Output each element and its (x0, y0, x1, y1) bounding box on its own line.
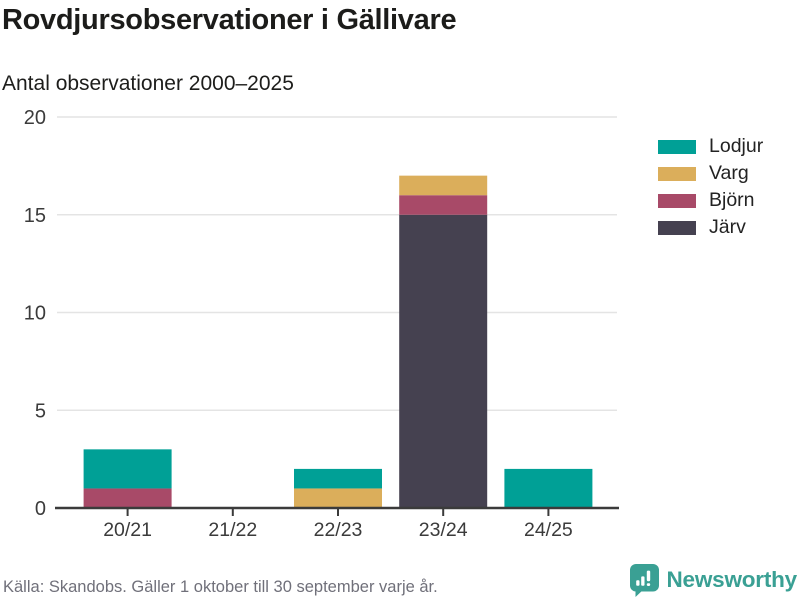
stacked-bar-chart: 20/21 21/22 22/23 23/24 24/25 0 5 10 15 20 (0, 100, 800, 570)
y-tick-label: 15 (24, 205, 46, 227)
bar-segment-björn (399, 195, 488, 215)
newsworthy-icon (630, 563, 660, 597)
bar-segment-lodjur (504, 468, 593, 508)
chart-canvas: 20/21 21/22 22/23 23/24 24/25 0 5 10 15 20 (24, 107, 619, 541)
newsworthy-logo[interactable]: Newsworthy (630, 563, 797, 597)
legend-item-järv: Järv (658, 214, 763, 241)
y-tick-label: 20 (24, 107, 46, 129)
legend-item-björn: Björn (658, 187, 763, 214)
legend-swatch (658, 193, 696, 208)
chart-subtitle: Antal observationer 2000–2025 (2, 72, 294, 95)
x-tick-label: 23/24 (419, 519, 468, 541)
x-tick-label: 21/22 (208, 519, 257, 541)
legend-label: Lodjur (709, 135, 764, 157)
legend-swatch (658, 166, 696, 181)
legend-swatch (658, 220, 696, 235)
bar-segment-lodjur (294, 468, 382, 489)
source-note: Källa: Skandobs. Gäller 1 oktober till 3… (3, 578, 438, 596)
legend-swatch (658, 139, 696, 154)
page-title: Rovdjursobservationer i Gällivare (2, 4, 457, 36)
y-tick-label: 10 (24, 303, 46, 325)
bar-segment-järv (399, 214, 488, 508)
bar-segment-varg (399, 175, 488, 196)
legend-label: Björn (709, 189, 755, 211)
y-tick-label: 0 (35, 498, 46, 520)
legend-label: Järv (709, 216, 746, 238)
legend-item-varg: Varg (658, 160, 763, 187)
bar-segment-lodjur (83, 449, 172, 489)
x-tick-label: 22/23 (314, 519, 363, 541)
legend-label: Varg (709, 162, 749, 184)
chart-legend: Lodjur Varg Björn Järv (658, 133, 763, 241)
x-tick-label: 20/21 (103, 519, 152, 541)
bar-segment-varg (294, 488, 382, 508)
legend-item-lodjur: Lodjur (658, 133, 763, 160)
x-tick-label: 24/25 (524, 519, 573, 541)
y-tick-label: 5 (35, 400, 46, 422)
bar-segment-björn (83, 488, 172, 508)
newsworthy-wordmark: Newsworthy (666, 567, 797, 592)
